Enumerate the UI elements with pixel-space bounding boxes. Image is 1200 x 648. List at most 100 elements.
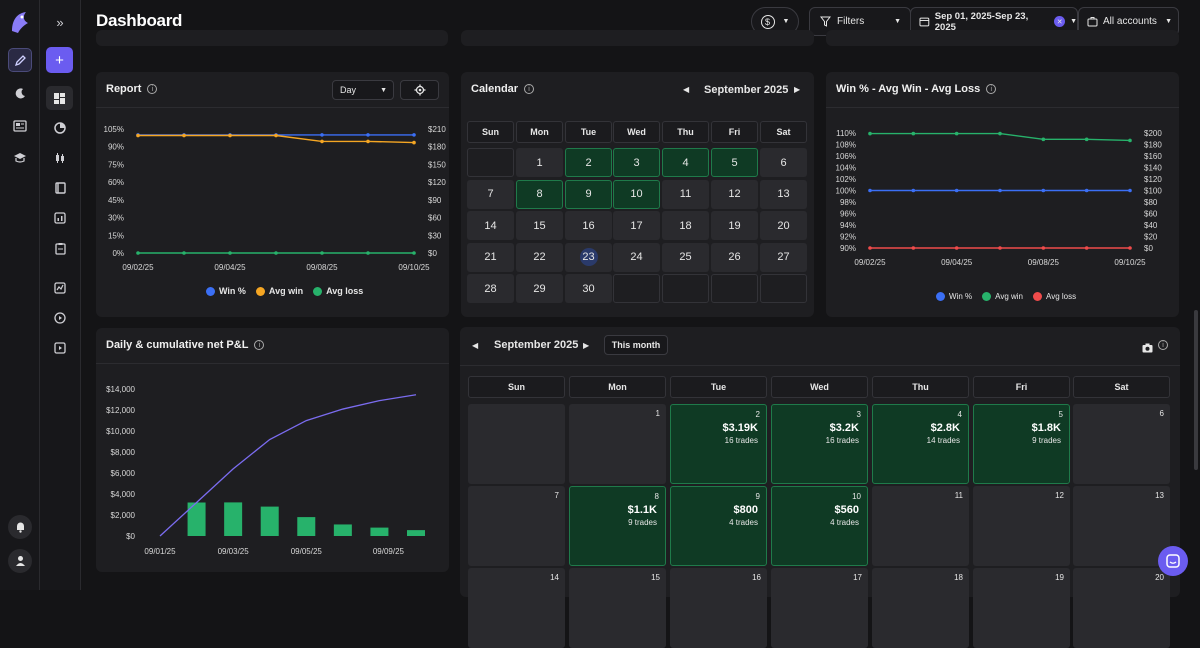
card-divider bbox=[460, 365, 1180, 366]
calendar-day-cell[interactable]: 6 bbox=[1073, 404, 1170, 484]
calendar-day-cell[interactable]: 1 bbox=[569, 404, 666, 484]
info-icon[interactable]: i bbox=[254, 340, 265, 350]
legend-item[interactable]: Avg loss bbox=[1033, 292, 1076, 301]
calendar-day-cell[interactable]: 5 $1.8K 9 trades bbox=[973, 404, 1070, 484]
replay-icon[interactable] bbox=[48, 336, 72, 360]
legend-item[interactable]: Win % bbox=[936, 292, 972, 301]
calendar-day[interactable]: 23 bbox=[565, 242, 612, 272]
graduation-cap-icon[interactable] bbox=[8, 146, 32, 170]
book-icon[interactable] bbox=[48, 176, 72, 200]
scrollbar[interactable] bbox=[1194, 310, 1198, 470]
calendar-day[interactable]: 18 bbox=[662, 211, 709, 240]
calendar-day[interactable]: 22 bbox=[516, 242, 563, 272]
clipboard-icon[interactable] bbox=[48, 236, 72, 260]
calendar-day[interactable]: 2 bbox=[565, 148, 612, 177]
clear-date-icon[interactable]: ✕ bbox=[1054, 16, 1066, 27]
data-point bbox=[911, 188, 916, 193]
calendar-day-cell[interactable]: 3 $3.2K 16 trades bbox=[771, 404, 868, 484]
day-number: 8 bbox=[654, 492, 659, 501]
cumulative-line bbox=[159, 394, 417, 537]
calendar-day[interactable]: 26 bbox=[711, 242, 758, 272]
chat-launcher-button[interactable] bbox=[1158, 546, 1188, 576]
calendar-day[interactable]: 7 bbox=[467, 179, 514, 209]
calendar-day[interactable]: 12 bbox=[711, 179, 758, 209]
calendar-day-cell[interactable]: 10 $560 4 trades bbox=[771, 486, 868, 566]
analytics-icon[interactable] bbox=[48, 276, 72, 300]
info-icon[interactable]: i bbox=[1158, 340, 1168, 350]
edit-icon[interactable] bbox=[8, 48, 32, 72]
calendar-day-cell[interactable]: 14 bbox=[468, 568, 565, 648]
bell-icon[interactable] bbox=[8, 515, 32, 539]
calendar-day-cell[interactable]: 19 bbox=[973, 568, 1070, 648]
legend-item[interactable]: Avg win bbox=[255, 286, 303, 296]
calendar-day[interactable]: 4 bbox=[662, 148, 709, 177]
calendar-day-cell[interactable]: 11 bbox=[872, 486, 969, 566]
calendar-day-cell[interactable]: 4 $2.8K 14 trades bbox=[872, 404, 969, 484]
calendar-day[interactable]: 3 bbox=[613, 148, 660, 177]
report-card: Report i Day ▼ 0% 15% 30% 45% 60% 75% 90% 105% $0… bbox=[96, 72, 449, 317]
data-point bbox=[412, 140, 416, 145]
user-icon[interactable] bbox=[8, 549, 32, 573]
next-month-icon[interactable]: ▶ bbox=[583, 341, 590, 350]
report-title: Report i bbox=[106, 83, 158, 95]
calendar-day-cell[interactable]: 8 $1.1K 9 trades bbox=[569, 486, 666, 566]
legend-item[interactable]: Win % bbox=[206, 286, 246, 296]
candlestick-icon[interactable] bbox=[48, 146, 72, 170]
calendar-day-cell[interactable]: 2 $3.19K 16 trades bbox=[670, 404, 767, 484]
calendar-day[interactable]: 29 bbox=[516, 274, 563, 303]
moon-icon[interactable] bbox=[8, 81, 32, 105]
calendar-day[interactable]: 25 bbox=[662, 242, 709, 272]
reports-icon[interactable] bbox=[48, 206, 72, 230]
calendar-day-cell[interactable]: 20 bbox=[1073, 568, 1170, 648]
calendar-day[interactable]: 13 bbox=[760, 179, 807, 209]
calendar-day[interactable]: 1 bbox=[516, 148, 563, 177]
calendar-day-cell[interactable]: 16 bbox=[670, 568, 767, 648]
calendar-day[interactable]: 14 bbox=[467, 211, 514, 240]
this-month-button[interactable]: This month bbox=[604, 335, 668, 355]
calendar-day[interactable]: 6 bbox=[760, 148, 807, 177]
newspaper-icon[interactable] bbox=[8, 114, 32, 138]
dashboard-icon[interactable] bbox=[46, 86, 73, 110]
calendar-day[interactable]: 27 bbox=[760, 242, 807, 272]
calendar-day-cell[interactable]: 15 bbox=[569, 568, 666, 648]
settings-button[interactable] bbox=[400, 80, 439, 100]
expand-sidebar-icon[interactable]: » bbox=[56, 14, 64, 30]
calendar-day[interactable]: 10 bbox=[613, 179, 660, 209]
logo-icon[interactable] bbox=[8, 9, 32, 35]
info-icon[interactable]: i bbox=[147, 84, 158, 94]
camera-icon[interactable] bbox=[1142, 340, 1153, 358]
calendar-day[interactable]: 19 bbox=[711, 211, 758, 240]
info-icon[interactable]: i bbox=[986, 84, 997, 94]
calendar-day[interactable]: 20 bbox=[760, 211, 807, 240]
calendar-day-cell[interactable]: 7 bbox=[468, 486, 565, 566]
calendar-day[interactable]: 28 bbox=[467, 274, 514, 303]
legend-item[interactable]: Avg loss bbox=[313, 286, 363, 296]
accounts-label: All accounts bbox=[1103, 16, 1157, 27]
calendar-day[interactable]: 21 bbox=[467, 242, 514, 272]
calendar-day-cell[interactable]: 13 bbox=[1073, 486, 1170, 566]
calendar-day[interactable]: 11 bbox=[662, 179, 709, 209]
big-calendar-month: September 2025 bbox=[494, 339, 579, 351]
prev-month-icon[interactable]: ◀ bbox=[472, 341, 479, 350]
pie-chart-icon[interactable] bbox=[48, 116, 72, 140]
calendar-day[interactable]: 9 bbox=[565, 179, 612, 209]
calendar-day-cell[interactable]: 12 bbox=[973, 486, 1070, 566]
calendar-day-cell[interactable]: 18 bbox=[872, 568, 969, 648]
calendar-day[interactable]: 24 bbox=[613, 242, 660, 272]
calendar-day[interactable]: 5 bbox=[711, 148, 758, 177]
legend-item[interactable]: Avg win bbox=[982, 292, 1023, 301]
calendar-day-cell[interactable]: 17 bbox=[771, 568, 868, 648]
calendar-day[interactable]: 16 bbox=[565, 211, 612, 240]
play-icon[interactable] bbox=[48, 306, 72, 330]
info-icon[interactable]: i bbox=[524, 84, 535, 94]
prev-month-icon[interactable]: ◀ bbox=[683, 85, 690, 94]
calendar-day[interactable]: 30 bbox=[565, 274, 612, 303]
today-marker: 23 bbox=[579, 248, 598, 266]
calendar-day[interactable]: 17 bbox=[613, 211, 660, 240]
calendar-day[interactable]: 8 bbox=[516, 179, 563, 209]
calendar-day-cell[interactable]: 9 $800 4 trades bbox=[670, 486, 767, 566]
period-select[interactable]: Day ▼ bbox=[332, 80, 394, 100]
next-month-icon[interactable]: ▶ bbox=[794, 85, 801, 94]
add-button[interactable]: + bbox=[46, 47, 73, 73]
calendar-day[interactable]: 15 bbox=[516, 211, 563, 240]
